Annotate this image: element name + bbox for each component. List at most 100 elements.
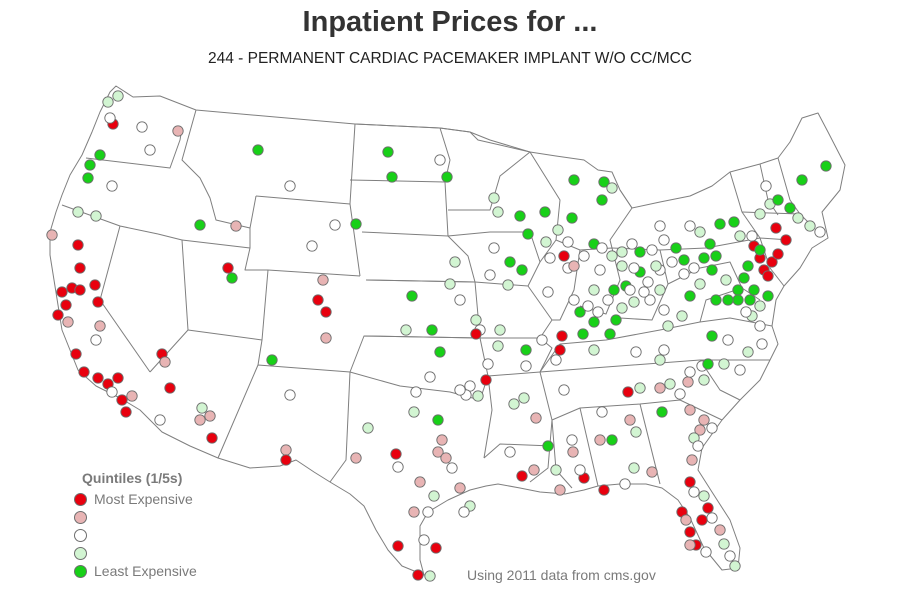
hospital-dot — [654, 284, 666, 296]
hospital-dot — [72, 239, 84, 251]
hospital-dot — [638, 286, 650, 298]
hospital-dot — [754, 320, 766, 332]
hospital-dot — [400, 324, 412, 336]
hospital-dot — [630, 426, 642, 438]
legend-label-5: Least Expensive — [94, 563, 197, 579]
hospital-dot — [706, 330, 718, 342]
hospital-dot — [754, 300, 766, 312]
hospital-dot — [744, 294, 756, 306]
hospital-dot — [606, 434, 618, 446]
hospital-dot — [539, 206, 551, 218]
hospital-dot — [126, 390, 138, 402]
hospital-dot — [568, 260, 580, 272]
hospital-dot — [642, 276, 654, 288]
hospital-dot — [542, 286, 554, 298]
hospital-dot — [204, 410, 216, 422]
hospital-dot — [598, 176, 610, 188]
hospital-dot — [718, 538, 730, 550]
hospital-dot — [70, 348, 82, 360]
hospital-dot — [732, 294, 744, 306]
hospital-dot — [702, 358, 714, 370]
hospital-dot — [554, 344, 566, 356]
hospital-dot — [410, 386, 422, 398]
hospital-dot — [144, 144, 156, 156]
legend-item-most-expensive: Most Expensive — [74, 490, 197, 508]
hospital-dot — [90, 210, 102, 222]
hospital-dot — [554, 484, 566, 496]
hospital-dot — [684, 366, 696, 378]
hospital-dot — [317, 274, 329, 286]
hospital-dot — [568, 174, 580, 186]
hospital-dot — [588, 344, 600, 356]
hospital-dot — [592, 306, 604, 318]
hospital-dot — [312, 294, 324, 306]
hospital-dot — [280, 444, 292, 456]
legend-swatch-1 — [74, 492, 87, 506]
hospital-dot — [634, 382, 646, 394]
hospital-dot — [628, 296, 640, 308]
hospital-dot — [706, 422, 718, 434]
hospital-dot — [686, 454, 698, 466]
hospital-dot — [664, 378, 676, 390]
hospital-dot — [92, 296, 104, 308]
hospital-dot — [706, 264, 718, 276]
legend-item-2 — [74, 508, 197, 526]
hospital-dot — [762, 270, 774, 282]
hospital-dot — [94, 320, 106, 332]
hospital-dot — [688, 262, 700, 274]
hospital-dot — [449, 256, 461, 268]
hospital-dot — [72, 206, 84, 218]
hospital-dot — [78, 366, 90, 378]
hospital-dot — [628, 462, 640, 474]
hospital-dot — [742, 260, 754, 272]
hospital-dot — [698, 252, 710, 264]
hospital-dot — [680, 514, 692, 526]
hospital-dot — [154, 414, 166, 426]
hospital-dot — [646, 244, 658, 256]
hospital-dot — [544, 252, 556, 264]
hospital-dot — [306, 240, 318, 252]
hospital-dot — [329, 219, 341, 231]
hospital-dot — [480, 374, 492, 386]
hospital-dot — [698, 490, 710, 502]
hospital-dot — [780, 234, 792, 246]
hospital-dot — [432, 414, 444, 426]
hospital-dot — [412, 569, 424, 581]
hospital-dot — [654, 354, 666, 366]
hospital-dot — [516, 264, 528, 276]
hospital-dot — [436, 434, 448, 446]
hospital-dot — [520, 344, 532, 356]
hospital-dot — [280, 454, 292, 466]
hospital-dot — [470, 328, 482, 340]
hospital-dot — [382, 146, 394, 158]
hospital-dot — [550, 464, 562, 476]
hospital-dot — [84, 159, 96, 171]
hospital-dot — [568, 294, 580, 306]
hospital-dot — [622, 386, 634, 398]
hospital-dot — [558, 384, 570, 396]
hospital-dot — [684, 220, 696, 232]
hospital-dot — [284, 180, 296, 192]
hospital-dot — [729, 560, 741, 572]
hospital-dot — [550, 354, 562, 366]
hospital-dot — [616, 246, 628, 258]
hospital-dot — [90, 334, 102, 346]
hospital-dot — [528, 464, 540, 476]
hospital-dot — [522, 228, 534, 240]
hospital-dot — [624, 284, 636, 296]
hospital-dot — [92, 372, 104, 384]
hospital-dot — [610, 314, 622, 326]
hospital-dot — [594, 264, 606, 276]
hospital-dot — [102, 96, 114, 108]
hospital-dot — [700, 546, 712, 558]
hospital-dot — [566, 212, 578, 224]
legend: Quintiles (1/5s) Most Expensive Least Ex… — [74, 470, 197, 580]
hospital-dot — [424, 570, 436, 582]
hospital-dot — [820, 160, 832, 172]
hospital-dot — [734, 364, 746, 376]
hospital-dot — [424, 371, 436, 383]
hospital-dot — [492, 206, 504, 218]
hospital-dot — [484, 269, 496, 281]
hospital-dot — [724, 550, 736, 562]
legend-item-least-expensive: Least Expensive — [74, 562, 197, 580]
